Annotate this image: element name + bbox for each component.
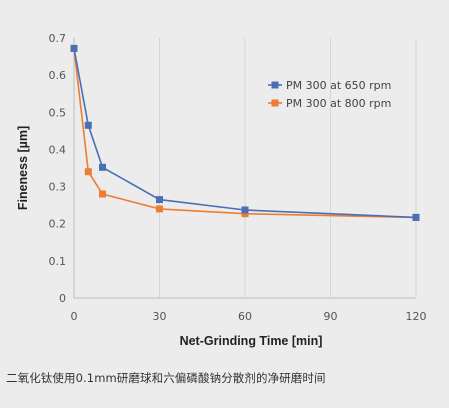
y-tick-label: 0	[59, 292, 66, 305]
data-point-marker	[241, 210, 249, 218]
figure-caption: 二氧化钛使用0.1mm研磨球和六偏磷酸钠分散剂的净研磨时间	[6, 371, 326, 385]
data-point-marker	[84, 168, 92, 176]
data-point-marker	[412, 213, 420, 221]
series-line	[73, 48, 417, 219]
tick-labels: 0 0.1 0.2 0.3 0.4 0.5 0.6 0.7 0 30 60 90 120	[49, 32, 427, 323]
x-tick-label: 30	[153, 310, 167, 323]
data-point-marker	[99, 190, 106, 198]
y-tick-label: 0.2	[49, 218, 67, 231]
legend-swatch-marker	[271, 99, 279, 107]
x-tick-label: 120	[406, 310, 427, 323]
y-axis-title: Fineness [µm]	[16, 126, 30, 210]
chart-legend: PM 300 at 650 rpm PM 300 at 800 rpm	[268, 79, 391, 110]
series-line	[73, 48, 417, 219]
chart-gridlines	[159, 38, 417, 298]
chart-axes	[73, 38, 416, 299]
x-tick-label: 0	[71, 310, 78, 323]
y-tick-label: 0.4	[49, 143, 67, 156]
x-tick-label: 60	[238, 310, 252, 323]
data-point-marker	[156, 196, 163, 204]
series-lines	[73, 48, 417, 219]
data-point-marker	[156, 205, 163, 213]
y-tick-label: 0.1	[49, 255, 67, 268]
data-point-marker	[84, 121, 92, 129]
y-tick-label: 0.6	[49, 69, 67, 82]
x-axis-title: Net-Grinding Time [min]	[180, 334, 323, 348]
legend-label: PM 300 at 800 rpm	[286, 97, 391, 110]
x-tick-label: 90	[324, 310, 338, 323]
series-points	[70, 44, 420, 221]
y-tick-label: 0.5	[49, 106, 67, 119]
data-point-marker	[99, 163, 106, 171]
legend-swatch-marker	[271, 81, 279, 89]
y-tick-label: 0.3	[49, 181, 67, 194]
data-point-marker	[241, 206, 249, 214]
data-point-marker	[70, 44, 78, 52]
legend-label: PM 300 at 650 rpm	[286, 79, 391, 92]
fineness-line-chart: 0 0.1 0.2 0.3 0.4 0.5 0.6 0.7 0 30 60 90 120 PM 300 …	[16, 32, 427, 348]
y-tick-label: 0.7	[49, 32, 67, 45]
